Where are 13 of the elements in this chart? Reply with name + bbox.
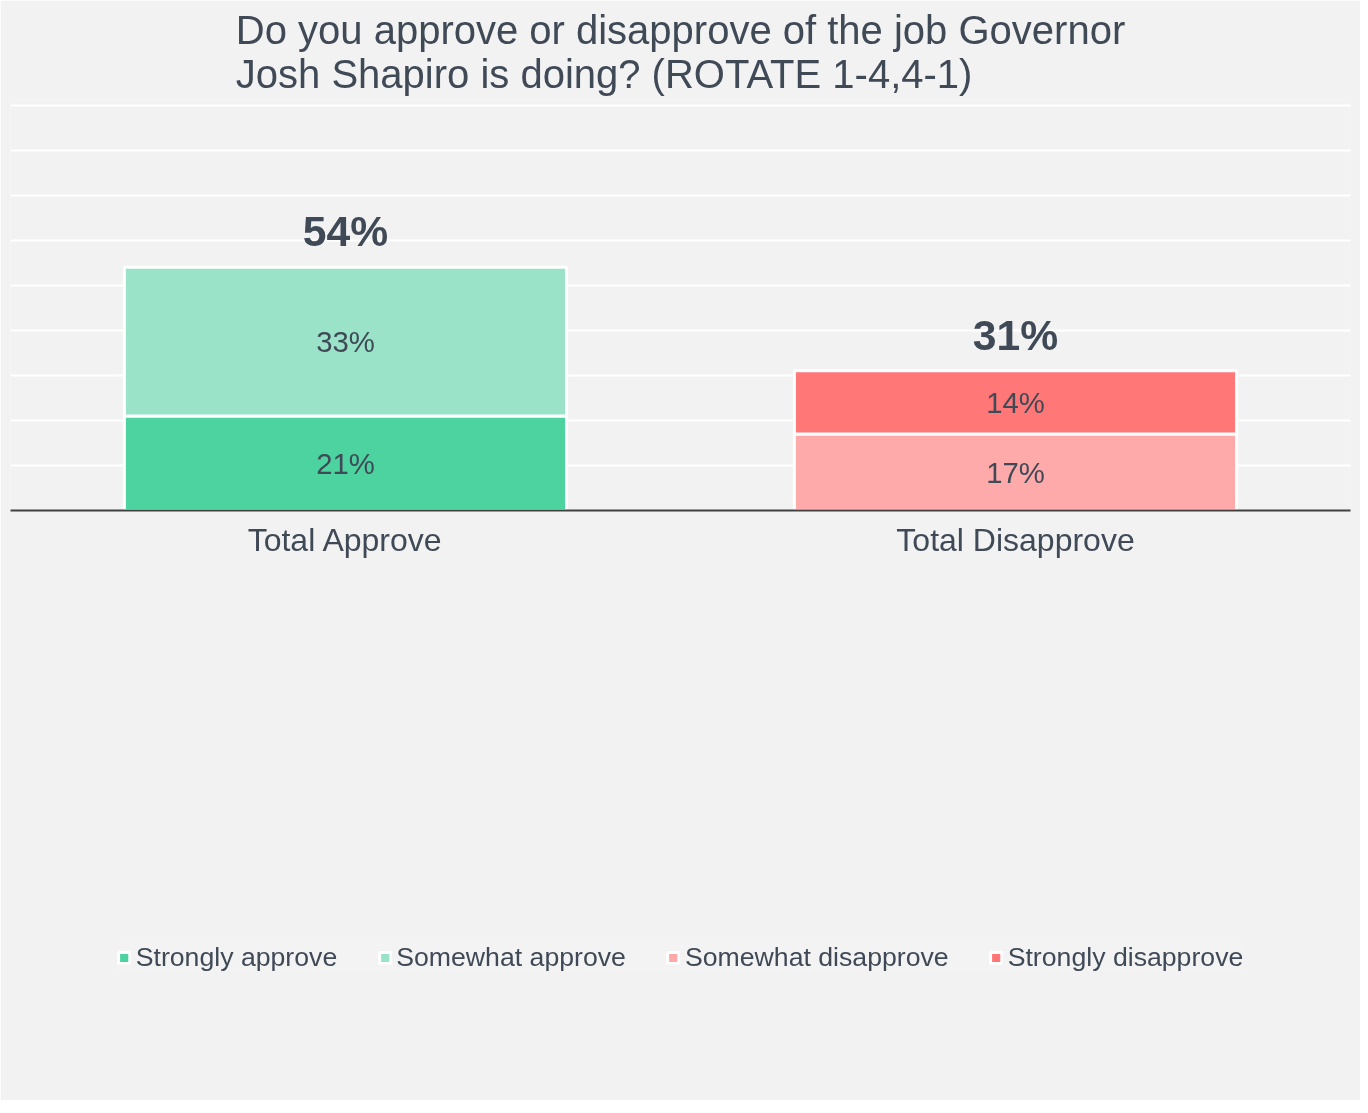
data-label: 14% xyxy=(986,385,1045,419)
total-label: 54% xyxy=(302,207,389,256)
x-tick-label: Total Disapprove xyxy=(896,521,1135,558)
data-label: 17% xyxy=(986,455,1045,489)
legend-label: Somewhat approve xyxy=(396,941,626,973)
legend-label: Strongly approve xyxy=(135,941,338,973)
total-label: 31% xyxy=(972,310,1059,359)
chart-title: Do you approve or disapprove of the job Governor Josh Shapiro is doing? (ROTATE 1-4,4-1) xyxy=(235,7,1126,96)
data-label: 21% xyxy=(316,446,375,480)
x-tick-label: Total Approve xyxy=(247,521,442,558)
legend-label: Strongly disapprove xyxy=(1007,941,1244,973)
data-label: 33% xyxy=(316,325,375,359)
legend-label: Somewhat disapprove xyxy=(684,941,949,973)
